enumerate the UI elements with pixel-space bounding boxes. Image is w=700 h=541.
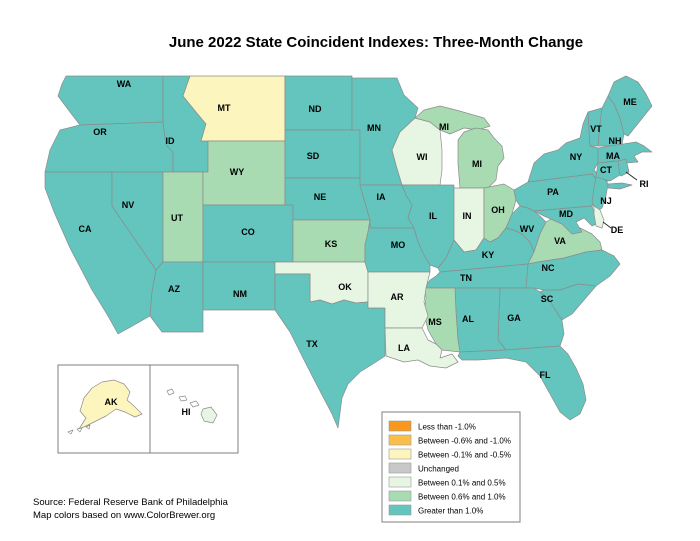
colorbrewer-attribution: Map colors based on www.ColorBrewer.org [33, 510, 216, 521]
state-label-MS: MS [428, 317, 442, 327]
legend-label-n06_1: Between -0.6% and -1.0% [418, 437, 511, 446]
state-UT [162, 171, 204, 263]
legend-label-n01_05: Between -0.1% and -0.5% [418, 451, 511, 460]
page-title: June 2022 State Coincident Indexes: Thre… [168, 34, 584, 51]
legend-swatch-p06_1 [388, 490, 412, 502]
state-label-CO: CO [241, 227, 255, 237]
state-ME [607, 75, 653, 137]
state-label-WI: WI [417, 152, 428, 162]
state-HI [200, 406, 218, 424]
state-label-GA: GA [507, 313, 521, 323]
state-WA [57, 75, 164, 126]
state-label-NV: NV [122, 200, 135, 210]
legend-label-p01_05: Between 0.1% and 0.5% [418, 479, 506, 488]
state-HI1 [166, 388, 175, 396]
state-label-MI: MI [472, 159, 482, 169]
state-OR [44, 121, 174, 173]
state-label-WY: WY [230, 167, 245, 177]
state-MIU [414, 105, 491, 135]
state-label-UT: UT [171, 213, 183, 223]
state-label-MO: MO [391, 240, 406, 250]
state-label-MN: MN [367, 123, 381, 133]
source-attribution: Source: Federal Reserve Bank of Philadel… [33, 497, 228, 508]
state-ND [284, 75, 353, 131]
hawaii-inset-box [149, 364, 239, 454]
state-DE [593, 205, 605, 229]
state-label-SD: SD [307, 151, 320, 161]
state-label-TN: TN [460, 273, 472, 283]
legend-swatch-lt_n1 [388, 420, 412, 432]
state-label-MA: MA [606, 151, 620, 161]
state-label-VA: VA [554, 236, 566, 246]
state-label-MD: MD [559, 209, 573, 219]
legend-label-gt1: Greater than 1.0% [418, 507, 483, 516]
state-label-MT: MT [218, 103, 231, 113]
state-label-HI: HI [182, 407, 191, 417]
state-label-NY: NY [570, 152, 583, 162]
state-AR [367, 271, 431, 329]
state-label-TX: TX [306, 339, 318, 349]
state-label-NE: NE [314, 192, 327, 202]
state-label-OK: OK [338, 282, 352, 292]
state-label-WA: WA [117, 79, 132, 89]
state-label-AK: AK [105, 397, 118, 407]
state-label-FL: FL [540, 370, 551, 380]
state-HI2 [178, 395, 188, 402]
state-label-NM: NM [233, 289, 247, 299]
leader-line-RI [625, 171, 638, 181]
state-label-KY: KY [482, 250, 495, 260]
state-label-DE: DE [611, 225, 624, 235]
state-label-AL: AL [462, 314, 474, 324]
state-label-ID: ID [166, 136, 176, 146]
state-CT [595, 160, 621, 182]
state-label-IL: IL [429, 211, 438, 221]
legend-swatch-n06_1 [388, 434, 412, 446]
state-NM [202, 261, 276, 311]
legend-label-unch: Unchanged [418, 465, 459, 474]
state-LA [384, 327, 459, 369]
state-label-LA: LA [398, 343, 410, 353]
leader-line-DE [602, 221, 612, 229]
state-label-PA: PA [547, 187, 559, 197]
state-AK2 [76, 427, 83, 433]
state-label-ME: ME [623, 97, 637, 107]
state-label-IN: IN [463, 211, 472, 221]
state-MI [457, 127, 505, 189]
state-label-NH: NH [609, 136, 622, 146]
state-label-WV: WV [520, 224, 535, 234]
state-label-OH: OH [491, 205, 505, 215]
state-label-NC: NC [542, 263, 555, 273]
state-label-NJ: NJ [600, 196, 612, 206]
state-AK1 [67, 429, 74, 435]
state-label-OR: OR [93, 127, 107, 137]
legend-label-p06_1: Between 0.6% and 1.0% [418, 493, 506, 502]
state-FL [457, 345, 587, 421]
state-label-SC: SC [541, 294, 554, 304]
state-SD [284, 129, 361, 179]
state-NC [525, 249, 621, 291]
state-label-CA: CA [79, 224, 92, 234]
state-label-AZ: AZ [168, 284, 180, 294]
legend-label-lt_n1: Less than -1.0% [418, 423, 476, 432]
state-label-ND: ND [309, 104, 322, 114]
state-LI [607, 182, 633, 190]
state-TX [274, 273, 386, 429]
legend-swatch-unch [388, 462, 412, 474]
state-label-IA: IA [377, 192, 387, 202]
legend-swatch-n01_05 [388, 448, 412, 460]
state-label-KS: KS [325, 239, 338, 249]
state-label-MIU: MI [439, 122, 449, 132]
legend-swatch-gt1 [388, 504, 412, 516]
state-AZ [149, 261, 204, 333]
state-label-VT: VT [590, 124, 602, 134]
legend-swatch-p01_05 [388, 476, 412, 488]
state-NE [284, 177, 371, 221]
state-label-AR: AR [391, 292, 404, 302]
state-AK3 [85, 424, 91, 430]
state-label-RI: RI [640, 179, 649, 189]
state-label-CT: CT [600, 165, 612, 175]
state-HI3 [189, 400, 200, 408]
